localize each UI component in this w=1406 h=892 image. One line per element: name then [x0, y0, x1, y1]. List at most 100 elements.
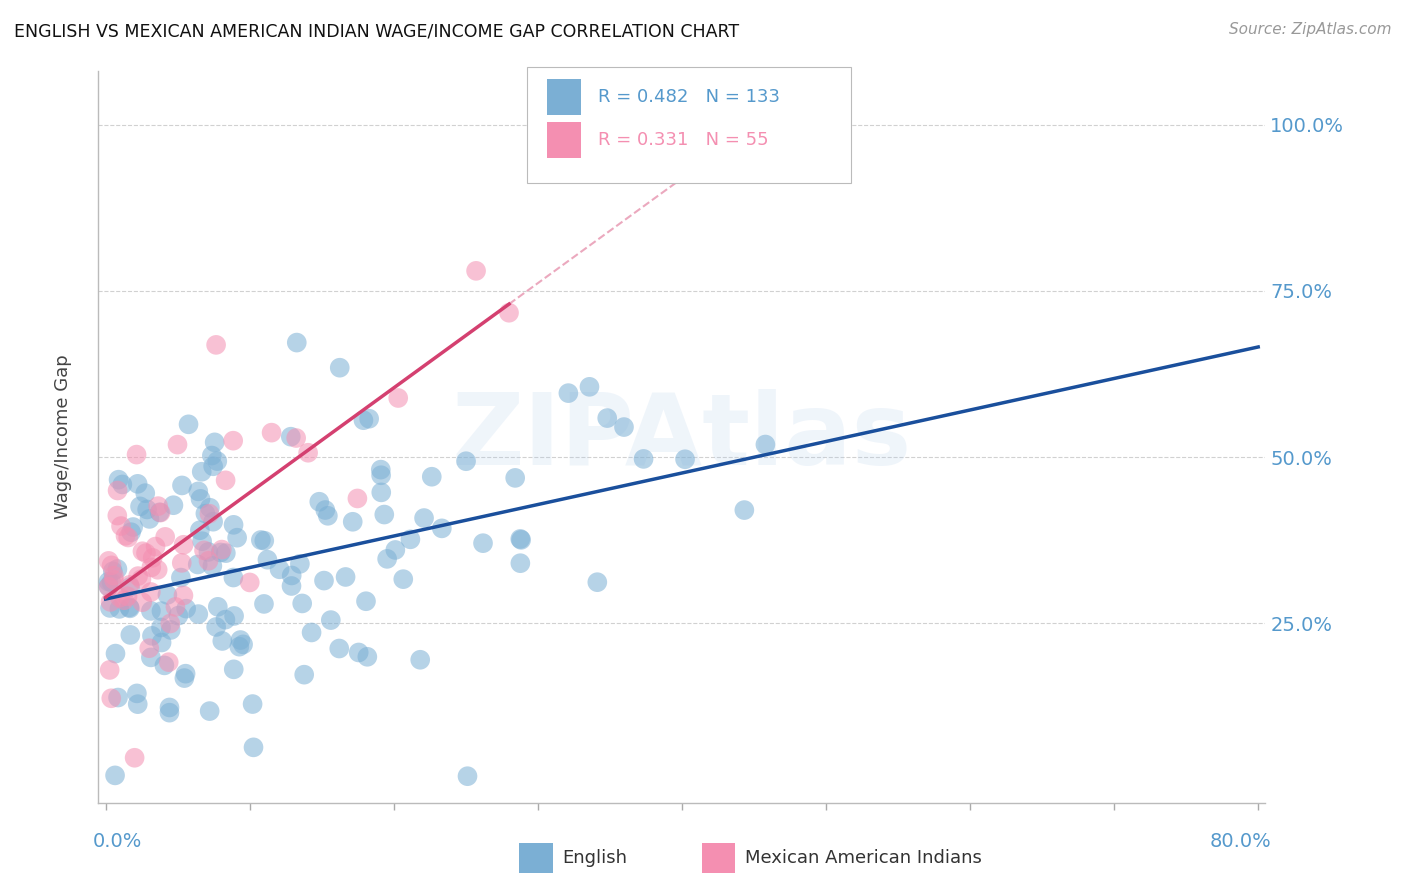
Point: [314, 503, 336, 517]
Point: [167, 608, 190, 623]
Point: [359, 411, 381, 425]
Point: [150, 620, 173, 634]
Point: [201, 449, 224, 463]
Point: [170, 556, 193, 570]
Point: [117, 590, 139, 604]
Point: [172, 589, 194, 603]
Point: [100, 575, 122, 590]
Point: [328, 641, 350, 656]
Point: [209, 545, 232, 559]
Point: [191, 534, 214, 549]
Point: [120, 628, 142, 642]
Point: [141, 629, 163, 643]
Point: [413, 511, 436, 525]
Point: [107, 483, 129, 498]
Point: [193, 543, 215, 558]
Point: [100, 691, 122, 706]
Point: [352, 413, 374, 427]
Point: [250, 533, 273, 547]
Point: [159, 623, 181, 637]
Point: [356, 649, 378, 664]
Point: [174, 666, 197, 681]
Text: ZIPAtlas: ZIPAtlas: [451, 389, 912, 485]
Point: [122, 520, 145, 534]
Point: [312, 574, 335, 588]
Point: [503, 471, 526, 485]
Point: [280, 568, 302, 582]
Point: [399, 533, 422, 547]
Point: [226, 531, 249, 545]
Point: [103, 568, 125, 582]
Point: [187, 558, 209, 572]
Point: [107, 473, 129, 487]
Point: [204, 435, 226, 450]
Text: 0.0%: 0.0%: [93, 832, 142, 851]
Point: [222, 662, 245, 676]
Point: [166, 437, 188, 451]
Point: [316, 508, 339, 523]
Point: [280, 579, 302, 593]
Point: [198, 500, 221, 515]
Point: [370, 485, 392, 500]
Point: [159, 706, 181, 720]
Point: [108, 591, 131, 605]
Point: [342, 515, 364, 529]
Point: [207, 599, 229, 614]
Point: [145, 540, 167, 554]
Point: [197, 554, 219, 568]
Point: [149, 505, 172, 519]
Point: [347, 645, 370, 659]
Point: [127, 697, 149, 711]
Point: [370, 462, 392, 476]
Point: [100, 595, 122, 609]
Point: [153, 658, 176, 673]
Point: [131, 572, 153, 586]
Point: [222, 517, 245, 532]
Point: [156, 588, 179, 602]
Point: [148, 499, 170, 513]
Point: [430, 521, 453, 535]
Point: [103, 573, 125, 587]
Point: [142, 550, 165, 565]
Point: [97, 580, 120, 594]
Point: [557, 386, 579, 401]
Point: [384, 543, 406, 558]
Point: [392, 572, 415, 586]
Point: [190, 491, 212, 506]
Point: [280, 430, 302, 444]
Point: [194, 507, 217, 521]
Point: [222, 609, 245, 624]
Point: [215, 546, 238, 560]
Point: [454, 454, 477, 468]
Point: [110, 519, 132, 533]
Point: [118, 600, 141, 615]
Point: [733, 503, 755, 517]
Point: [136, 502, 159, 516]
Point: [107, 562, 129, 576]
Point: [201, 558, 224, 573]
Point: [586, 575, 609, 590]
Point: [285, 431, 308, 445]
Text: R = 0.482   N = 133: R = 0.482 N = 133: [598, 88, 779, 106]
Point: [375, 552, 398, 566]
Point: [97, 554, 120, 568]
Point: [146, 563, 169, 577]
Point: [187, 484, 209, 499]
Point: [97, 580, 120, 594]
Point: [673, 452, 696, 467]
Point: [118, 601, 141, 615]
Point: [149, 506, 172, 520]
Point: [457, 769, 479, 783]
Point: [578, 380, 600, 394]
Point: [174, 601, 197, 615]
Point: [269, 562, 291, 576]
Point: [124, 751, 146, 765]
Point: [170, 478, 193, 492]
Point: [187, 607, 209, 621]
Point: [125, 448, 148, 462]
Point: [159, 616, 181, 631]
Point: [150, 604, 173, 618]
Point: [242, 697, 264, 711]
Text: Source: ZipAtlas.com: Source: ZipAtlas.com: [1229, 22, 1392, 37]
Point: [111, 477, 134, 491]
